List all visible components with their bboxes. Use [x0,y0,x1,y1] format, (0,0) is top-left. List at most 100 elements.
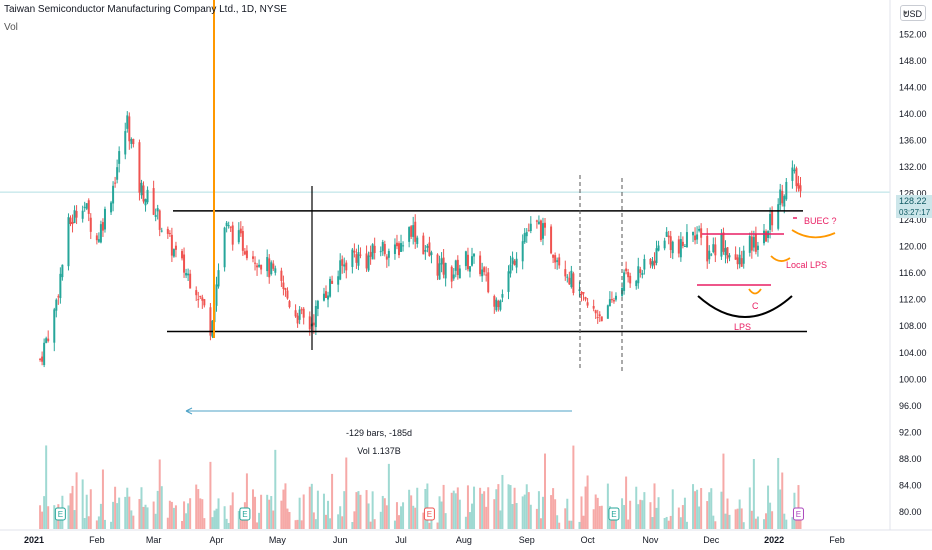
volume-bar [112,501,115,529]
candle-body [260,264,263,270]
candle-body [298,309,301,320]
volume-bar [430,513,433,529]
candle-body [468,266,471,272]
volume-bar [395,502,398,529]
volume-bar [266,494,269,529]
candle-body [523,233,526,243]
volume-bar [185,513,188,529]
candle-body [183,254,186,273]
candle-body [154,214,157,217]
volume-bar [85,494,88,529]
volume-bar [87,516,90,529]
candle-body [211,320,214,337]
time-tick-label: Oct [581,535,596,545]
time-tick-label: 2022 [764,535,784,545]
volume-bar [529,504,532,529]
volume-bar [329,518,332,529]
volume-bar [73,510,76,529]
volume-bar [387,463,390,529]
buec-label: BUEC ? [804,216,837,226]
candle-body [481,269,484,277]
candle-body [458,268,461,279]
volume-bar [669,515,672,529]
volume-bar [146,507,149,529]
volume-bar [284,483,287,529]
earnings-marker [608,507,620,521]
volume-bar [635,486,638,529]
volume-bar [213,510,216,529]
candle-body [736,257,739,265]
volume-bar [570,520,573,529]
volume-bar [734,509,737,529]
candle-body [174,245,177,250]
volume-bar [322,493,325,529]
volume-bar [651,517,654,529]
candle-body [456,259,459,276]
candle-body [337,276,340,285]
candle-body [714,244,717,256]
candle-body [440,258,443,265]
volume-bar [41,511,44,529]
candle-body [663,240,666,249]
candle-body [683,245,686,247]
buec-curve [791,229,836,239]
volume-bar [641,500,644,529]
price-tick-label: 144.00 [899,83,927,93]
volume-bar [83,517,86,529]
candle-body [487,272,490,293]
candle-body [414,221,417,242]
volume-bar [227,522,230,529]
volume-bar [550,495,553,529]
candle-body [708,250,711,260]
volume-bar [369,521,372,529]
candle-body [685,232,688,248]
price-tick-label: 80.00 [899,507,922,517]
volume-bar [558,522,561,529]
volume-bar [126,487,129,529]
candle-body [215,284,218,306]
volume-bar [156,490,159,529]
currency-selector[interactable]: ▾ USD [900,5,926,21]
price-tick-label: 92.00 [899,427,922,437]
volume-bar [781,472,784,529]
candle-body [199,295,202,297]
earnings-marker [792,507,804,521]
candle-body [655,248,658,263]
earnings-marker-label: E [58,510,63,519]
candle-body [118,151,121,164]
volume-bar [756,516,759,529]
candle-body [57,296,60,298]
symbol-title: Taiwan Semiconductor Manufacturing Compa… [4,4,287,15]
candle-body [331,280,334,284]
candle-body [580,291,583,295]
candle-body [71,221,74,225]
volume-bar [402,502,405,529]
candle-body [511,257,514,264]
volume-bar [657,497,660,529]
candle-body [381,241,384,252]
volume-bar [69,493,72,529]
candle-body [493,296,496,307]
candle-body [606,305,609,319]
volume-bar [428,522,431,529]
volume-bar [282,489,285,529]
volume-bar [454,493,457,529]
candles [39,111,802,368]
candle-body [341,259,344,266]
time-tick-label: Jul [395,535,407,545]
candle-body [679,239,682,258]
candle-body [507,271,510,292]
candle-body [97,239,100,242]
candle-body [209,307,212,336]
candle-body [172,249,175,257]
volume-bar [791,517,794,529]
candle-body [258,264,261,267]
volume-bar [578,521,581,529]
volume-bar [158,459,161,529]
volume-bars [39,445,802,529]
candle-body [627,272,630,278]
volume-bar [663,518,666,529]
candle-body [144,199,147,206]
volume-bar [337,514,340,529]
